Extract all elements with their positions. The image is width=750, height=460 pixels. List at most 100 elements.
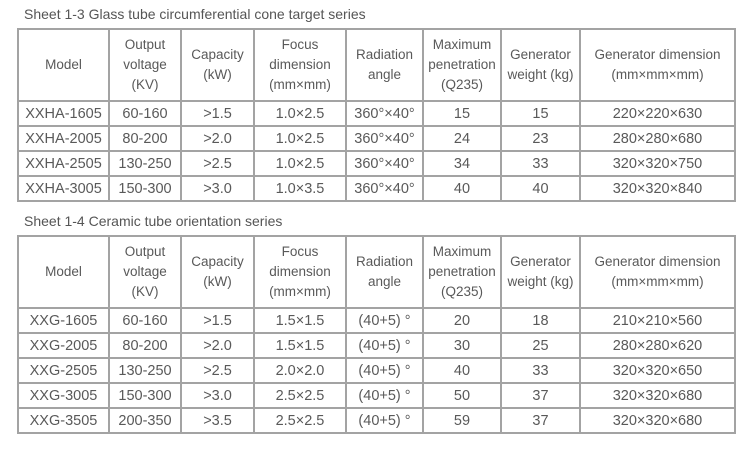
cell-radiation-angle: 360°×40° <box>345 125 424 152</box>
cell-output-voltage: 130-250 <box>108 357 182 384</box>
cell-maximum-penetration: 40 <box>422 175 502 202</box>
cell-output-voltage: 200-350 <box>108 407 182 434</box>
cell-capacity: >3.0 <box>180 175 255 202</box>
cell-capacity: >1.5 <box>180 100 255 127</box>
header-maximum-penetration: Maximum penetration (Q235) <box>422 28 502 102</box>
cell-model: XXG-2505 <box>17 357 110 384</box>
table-1-title: Sheet 1-3 Glass tube circumferential con… <box>24 6 366 22</box>
table-row: XXG-3505 200-350 >3.5 2.5×2.5 (40+5) ° 5… <box>17 407 736 434</box>
cell-radiation-angle: (40+5) ° <box>345 332 424 359</box>
cell-maximum-penetration: 40 <box>422 357 502 384</box>
header-focus-dimension: Focus dimension (mm×mm) <box>253 28 347 102</box>
cell-maximum-penetration: 59 <box>422 407 502 434</box>
table-2-title: Sheet 1-4 Ceramic tube orientation serie… <box>24 213 283 229</box>
cell-focus-dimension: 1.5×1.5 <box>253 332 347 359</box>
cell-focus-dimension: 1.0×3.5 <box>253 175 347 202</box>
cell-focus-dimension: 2.5×2.5 <box>253 382 347 409</box>
header-capacity: Capacity (kW) <box>180 235 255 309</box>
table-1-body: XXHA-1605 60-160 >1.5 1.0×2.5 360°×40° 1… <box>17 100 736 202</box>
cell-radiation-angle: 360°×40° <box>345 175 424 202</box>
table-row: XXHA-3005 150-300 >3.0 1.0×3.5 360°×40° … <box>17 175 736 202</box>
cell-focus-dimension: 1.5×1.5 <box>253 307 347 334</box>
cell-model: XXHA-1605 <box>17 100 110 127</box>
header-row: Model Output voltage (KV) Capacity (kW) … <box>17 28 736 102</box>
cell-maximum-penetration: 20 <box>422 307 502 334</box>
header-generator-weight: Generator weight (kg) <box>500 235 581 309</box>
header-row: Model Output voltage (KV) Capacity (kW) … <box>17 235 736 309</box>
cell-focus-dimension: 2.5×2.5 <box>253 407 347 434</box>
cell-maximum-penetration: 34 <box>422 150 502 177</box>
cell-maximum-penetration: 50 <box>422 382 502 409</box>
cell-focus-dimension: 1.0×2.5 <box>253 125 347 152</box>
cell-output-voltage: 130-250 <box>108 150 182 177</box>
header-maximum-penetration: Maximum penetration (Q235) <box>422 235 502 309</box>
cell-generator-weight: 37 <box>500 407 581 434</box>
cell-model: XXG-1605 <box>17 307 110 334</box>
cell-capacity: >3.0 <box>180 382 255 409</box>
cell-maximum-penetration: 15 <box>422 100 502 127</box>
cell-generator-dimension: 220×220×630 <box>579 100 736 127</box>
cell-maximum-penetration: 30 <box>422 332 502 359</box>
cell-generator-weight: 25 <box>500 332 581 359</box>
cell-radiation-angle: 360°×40° <box>345 150 424 177</box>
table-row: XXG-2505 130-250 >2.5 2.0×2.0 (40+5) ° 4… <box>17 357 736 384</box>
table-2-header: Model Output voltage (KV) Capacity (kW) … <box>17 235 736 309</box>
cell-model: XXG-3005 <box>17 382 110 409</box>
table-row: XXG-2005 80-200 >2.0 1.5×1.5 (40+5) ° 30… <box>17 332 736 359</box>
header-generator-weight: Generator weight (kg) <box>500 28 581 102</box>
cell-generator-dimension: 320×320×680 <box>579 382 736 409</box>
table-row: XXHA-1605 60-160 >1.5 1.0×2.5 360°×40° 1… <box>17 100 736 127</box>
cell-generator-weight: 37 <box>500 382 581 409</box>
cell-output-voltage: 60-160 <box>108 307 182 334</box>
cell-generator-dimension: 210×210×560 <box>579 307 736 334</box>
ceramic-tube-series-table: Model Output voltage (KV) Capacity (kW) … <box>17 235 736 434</box>
cell-model: XXG-3505 <box>17 407 110 434</box>
header-capacity: Capacity (kW) <box>180 28 255 102</box>
cell-radiation-angle: (40+5) ° <box>345 357 424 384</box>
cell-radiation-angle: (40+5) ° <box>345 382 424 409</box>
cell-focus-dimension: 1.0×2.5 <box>253 150 347 177</box>
table-1-header: Model Output voltage (KV) Capacity (kW) … <box>17 28 736 102</box>
cell-output-voltage: 150-300 <box>108 382 182 409</box>
cell-output-voltage: 80-200 <box>108 332 182 359</box>
cell-generator-weight: 33 <box>500 357 581 384</box>
cell-model: XXHA-3005 <box>17 175 110 202</box>
cell-focus-dimension: 2.0×2.0 <box>253 357 347 384</box>
cell-output-voltage: 60-160 <box>108 100 182 127</box>
header-output-voltage: Output voltage (KV) <box>108 235 182 309</box>
cell-radiation-angle: (40+5) ° <box>345 307 424 334</box>
cell-output-voltage: 150-300 <box>108 175 182 202</box>
cell-radiation-angle: (40+5) ° <box>345 407 424 434</box>
cell-model: XXHA-2505 <box>17 150 110 177</box>
table-row: XXG-3005 150-300 >3.0 2.5×2.5 (40+5) ° 5… <box>17 382 736 409</box>
cell-focus-dimension: 1.0×2.5 <box>253 100 347 127</box>
table-row: XXG-1605 60-160 >1.5 1.5×1.5 (40+5) ° 20… <box>17 307 736 334</box>
cell-generator-weight: 15 <box>500 100 581 127</box>
cell-generator-dimension: 280×280×680 <box>579 125 736 152</box>
header-radiation-angle: Radiation angle <box>345 235 424 309</box>
table-row: XXHA-2005 80-200 >2.0 1.0×2.5 360°×40° 2… <box>17 125 736 152</box>
cell-generator-weight: 23 <box>500 125 581 152</box>
cell-radiation-angle: 360°×40° <box>345 100 424 127</box>
cell-generator-dimension: 320×320×680 <box>579 407 736 434</box>
header-model: Model <box>17 28 110 102</box>
header-model: Model <box>17 235 110 309</box>
cell-generator-dimension: 320×320×750 <box>579 150 736 177</box>
cell-capacity: >2.0 <box>180 332 255 359</box>
cell-capacity: >3.5 <box>180 407 255 434</box>
cell-generator-weight: 33 <box>500 150 581 177</box>
glass-tube-series-table: Model Output voltage (KV) Capacity (kW) … <box>17 28 736 202</box>
header-generator-dimension: Generator dimension (mm×mm×mm) <box>579 28 736 102</box>
table-2-body: XXG-1605 60-160 >1.5 1.5×1.5 (40+5) ° 20… <box>17 307 736 434</box>
cell-capacity: >2.5 <box>180 357 255 384</box>
cell-maximum-penetration: 24 <box>422 125 502 152</box>
cell-model: XXG-2005 <box>17 332 110 359</box>
cell-output-voltage: 80-200 <box>108 125 182 152</box>
cell-generator-weight: 40 <box>500 175 581 202</box>
header-output-voltage: Output voltage (KV) <box>108 28 182 102</box>
cell-capacity: >1.5 <box>180 307 255 334</box>
header-focus-dimension: Focus dimension (mm×mm) <box>253 235 347 309</box>
cell-generator-dimension: 320×320×840 <box>579 175 736 202</box>
header-generator-dimension: Generator dimension (mm×mm×mm) <box>579 235 736 309</box>
